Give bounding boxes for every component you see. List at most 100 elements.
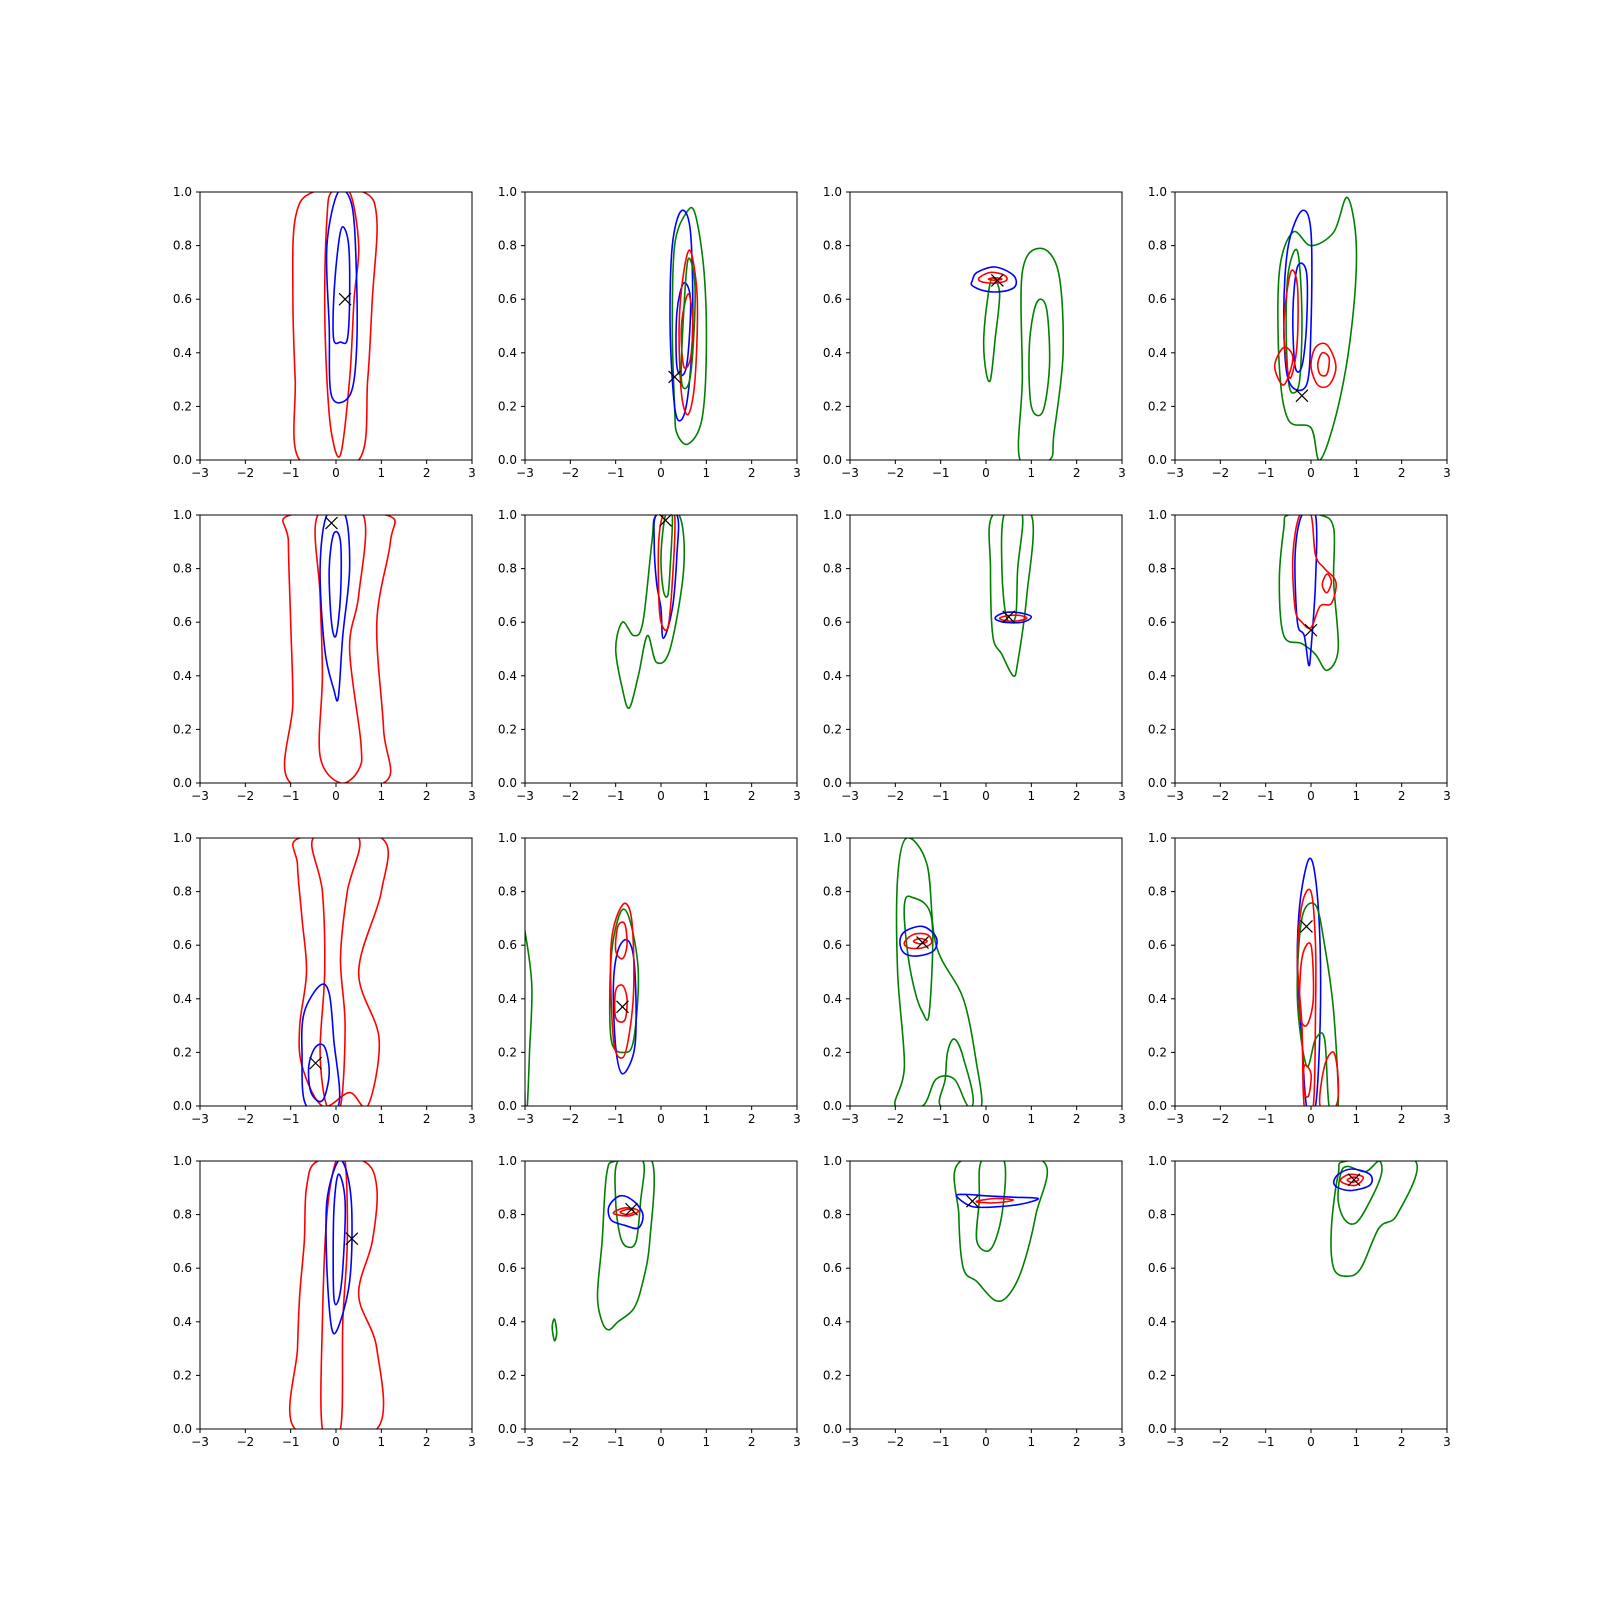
y-tick-label: 0.8 <box>498 562 517 576</box>
x-tick-label: 2 <box>748 789 756 803</box>
y-tick-label: 0.6 <box>173 1261 192 1275</box>
x-tick-label: 0 <box>982 1435 990 1449</box>
x-tick-label: 0 <box>657 1112 665 1126</box>
x-tick-label: 0 <box>1307 1112 1315 1126</box>
y-tick-label: 0.6 <box>823 292 842 306</box>
y-tick-label: 0.6 <box>498 292 517 306</box>
x-tick-label: −3 <box>191 789 209 803</box>
red-contour-line <box>291 192 378 460</box>
y-tick-label: 1.0 <box>173 1154 192 1168</box>
x-tick-label: 0 <box>1307 789 1315 803</box>
x-tick-label: 0 <box>657 466 665 480</box>
y-tick-label: 0.8 <box>1148 885 1167 899</box>
subplot-1-1: −3 −2 −1 0 1 2 3 0.0 0.2 0.4 0.6 0.8 1.0 <box>173 185 476 480</box>
y-tick-label: 0.2 <box>498 1368 517 1382</box>
x-tick-label: −2 <box>1211 466 1229 480</box>
y-tick-label: 0.4 <box>173 669 192 683</box>
y-tick-label: 0.8 <box>173 239 192 253</box>
y-tick-label: 0.2 <box>498 1045 517 1059</box>
contour-area <box>1273 196 1358 460</box>
y-tick-label: 0.0 <box>498 776 517 790</box>
red-contour-line <box>614 921 628 960</box>
y-tick-label: 0.2 <box>173 1045 192 1059</box>
subplot-3-4: −3 −2 −1 0 1 2 3 0.0 0.2 0.4 0.6 0.8 1.0 <box>1148 831 1451 1126</box>
x-tick-label: 3 <box>793 1435 801 1449</box>
y-tick-label: 0.2 <box>498 722 517 736</box>
axes-frame <box>1174 1160 1448 1430</box>
subplot-1-3: −3 −2 −1 0 1 2 3 0.0 0.2 0.4 0.6 0.8 1.0 <box>823 185 1126 480</box>
x-tick-label: 3 <box>1118 789 1126 803</box>
blue-contour-line <box>955 1193 1039 1209</box>
red-contour-line <box>1296 888 1317 1106</box>
y-tick-label: 0.6 <box>823 938 842 952</box>
contour-area <box>614 515 686 710</box>
x-tick-label: 3 <box>793 466 801 480</box>
y-tick-label: 0.2 <box>1148 722 1167 736</box>
x-marker <box>965 1194 979 1208</box>
axes-frame <box>199 514 473 784</box>
x-marker <box>338 292 352 306</box>
y-tick-label: 0.0 <box>173 453 192 467</box>
y-tick-label: 0.0 <box>1148 776 1167 790</box>
y-tick-label: 0.2 <box>1148 399 1167 413</box>
y-tick-label: 0.8 <box>1148 562 1167 576</box>
subplot-4-2: −3 −2 −1 0 1 2 3 0.0 0.2 0.4 0.6 0.8 1.0 <box>498 1154 801 1449</box>
x-tick-label: −1 <box>607 789 625 803</box>
green-contour-line <box>988 515 1035 677</box>
y-tick-label: 0.0 <box>1148 1422 1167 1436</box>
y-tick-label: 0.8 <box>823 885 842 899</box>
green-contour-line <box>1028 298 1051 417</box>
x-tick-label: −1 <box>932 1112 950 1126</box>
y-tick-label: 0.0 <box>173 1099 192 1113</box>
y-tick-label: 1.0 <box>498 1154 517 1168</box>
x-tick-label: −3 <box>841 466 859 480</box>
x-tick-label: 3 <box>468 789 476 803</box>
green-contour-line <box>953 1161 1049 1303</box>
y-tick-label: 0.2 <box>173 722 192 736</box>
x-tick-label: −3 <box>516 789 534 803</box>
red-contour-line <box>1321 573 1333 594</box>
x-tick-label: −1 <box>282 1435 300 1449</box>
x-tick-label: −2 <box>1211 1112 1229 1126</box>
y-tick-label: 1.0 <box>1148 185 1167 199</box>
green-contour-line <box>1285 248 1303 394</box>
red-contour-line <box>323 192 360 458</box>
x-tick-label: 1 <box>1353 789 1361 803</box>
green-contour-line <box>551 1318 558 1342</box>
x-tick-label: 1 <box>703 1435 711 1449</box>
y-tick-label: 0.8 <box>173 562 192 576</box>
x-tick-label: 2 <box>1398 1112 1406 1126</box>
y-tick-label: 0.6 <box>823 1261 842 1275</box>
y-tick-label: 0.4 <box>1148 1315 1167 1329</box>
x-tick-label: 0 <box>1307 466 1315 480</box>
x-tick-label: 2 <box>423 789 431 803</box>
blue-contour-line <box>970 266 1018 293</box>
x-marker <box>1295 389 1309 403</box>
x-tick-label: 0 <box>982 1112 990 1126</box>
x-tick-label: 0 <box>982 789 990 803</box>
blue-contour-line <box>1332 1168 1374 1192</box>
blue-contour-line <box>319 515 351 702</box>
x-tick-label: −1 <box>282 1112 300 1126</box>
x-tick-label: −1 <box>607 1435 625 1449</box>
x-tick-label: −3 <box>191 466 209 480</box>
x-tick-label: 0 <box>1307 1435 1315 1449</box>
y-tick-label: 1.0 <box>498 185 517 199</box>
green-contour-line <box>596 1161 656 1331</box>
axes-frame <box>849 1160 1123 1430</box>
red-contour-line <box>314 515 367 783</box>
x-tick-label: −2 <box>561 1112 579 1126</box>
y-tick-label: 0.0 <box>498 1422 517 1436</box>
y-tick-label: 0.8 <box>498 1208 517 1222</box>
x-marker <box>916 936 929 949</box>
green-contour-line <box>938 1038 975 1106</box>
x-tick-label: 1 <box>1028 1112 1036 1126</box>
x-marker <box>625 1202 638 1216</box>
y-tick-label: 0.8 <box>823 239 842 253</box>
x-tick-label: 1 <box>1028 789 1036 803</box>
y-tick-label: 0.6 <box>498 1261 517 1275</box>
x-tick-label: 2 <box>1073 1435 1081 1449</box>
x-tick-label: 2 <box>1073 466 1081 480</box>
subplot-4-3: −3 −2 −1 0 1 2 3 0.0 0.2 0.4 0.6 0.8 1.0 <box>823 1154 1126 1449</box>
y-tick-label: 0.8 <box>173 1208 192 1222</box>
